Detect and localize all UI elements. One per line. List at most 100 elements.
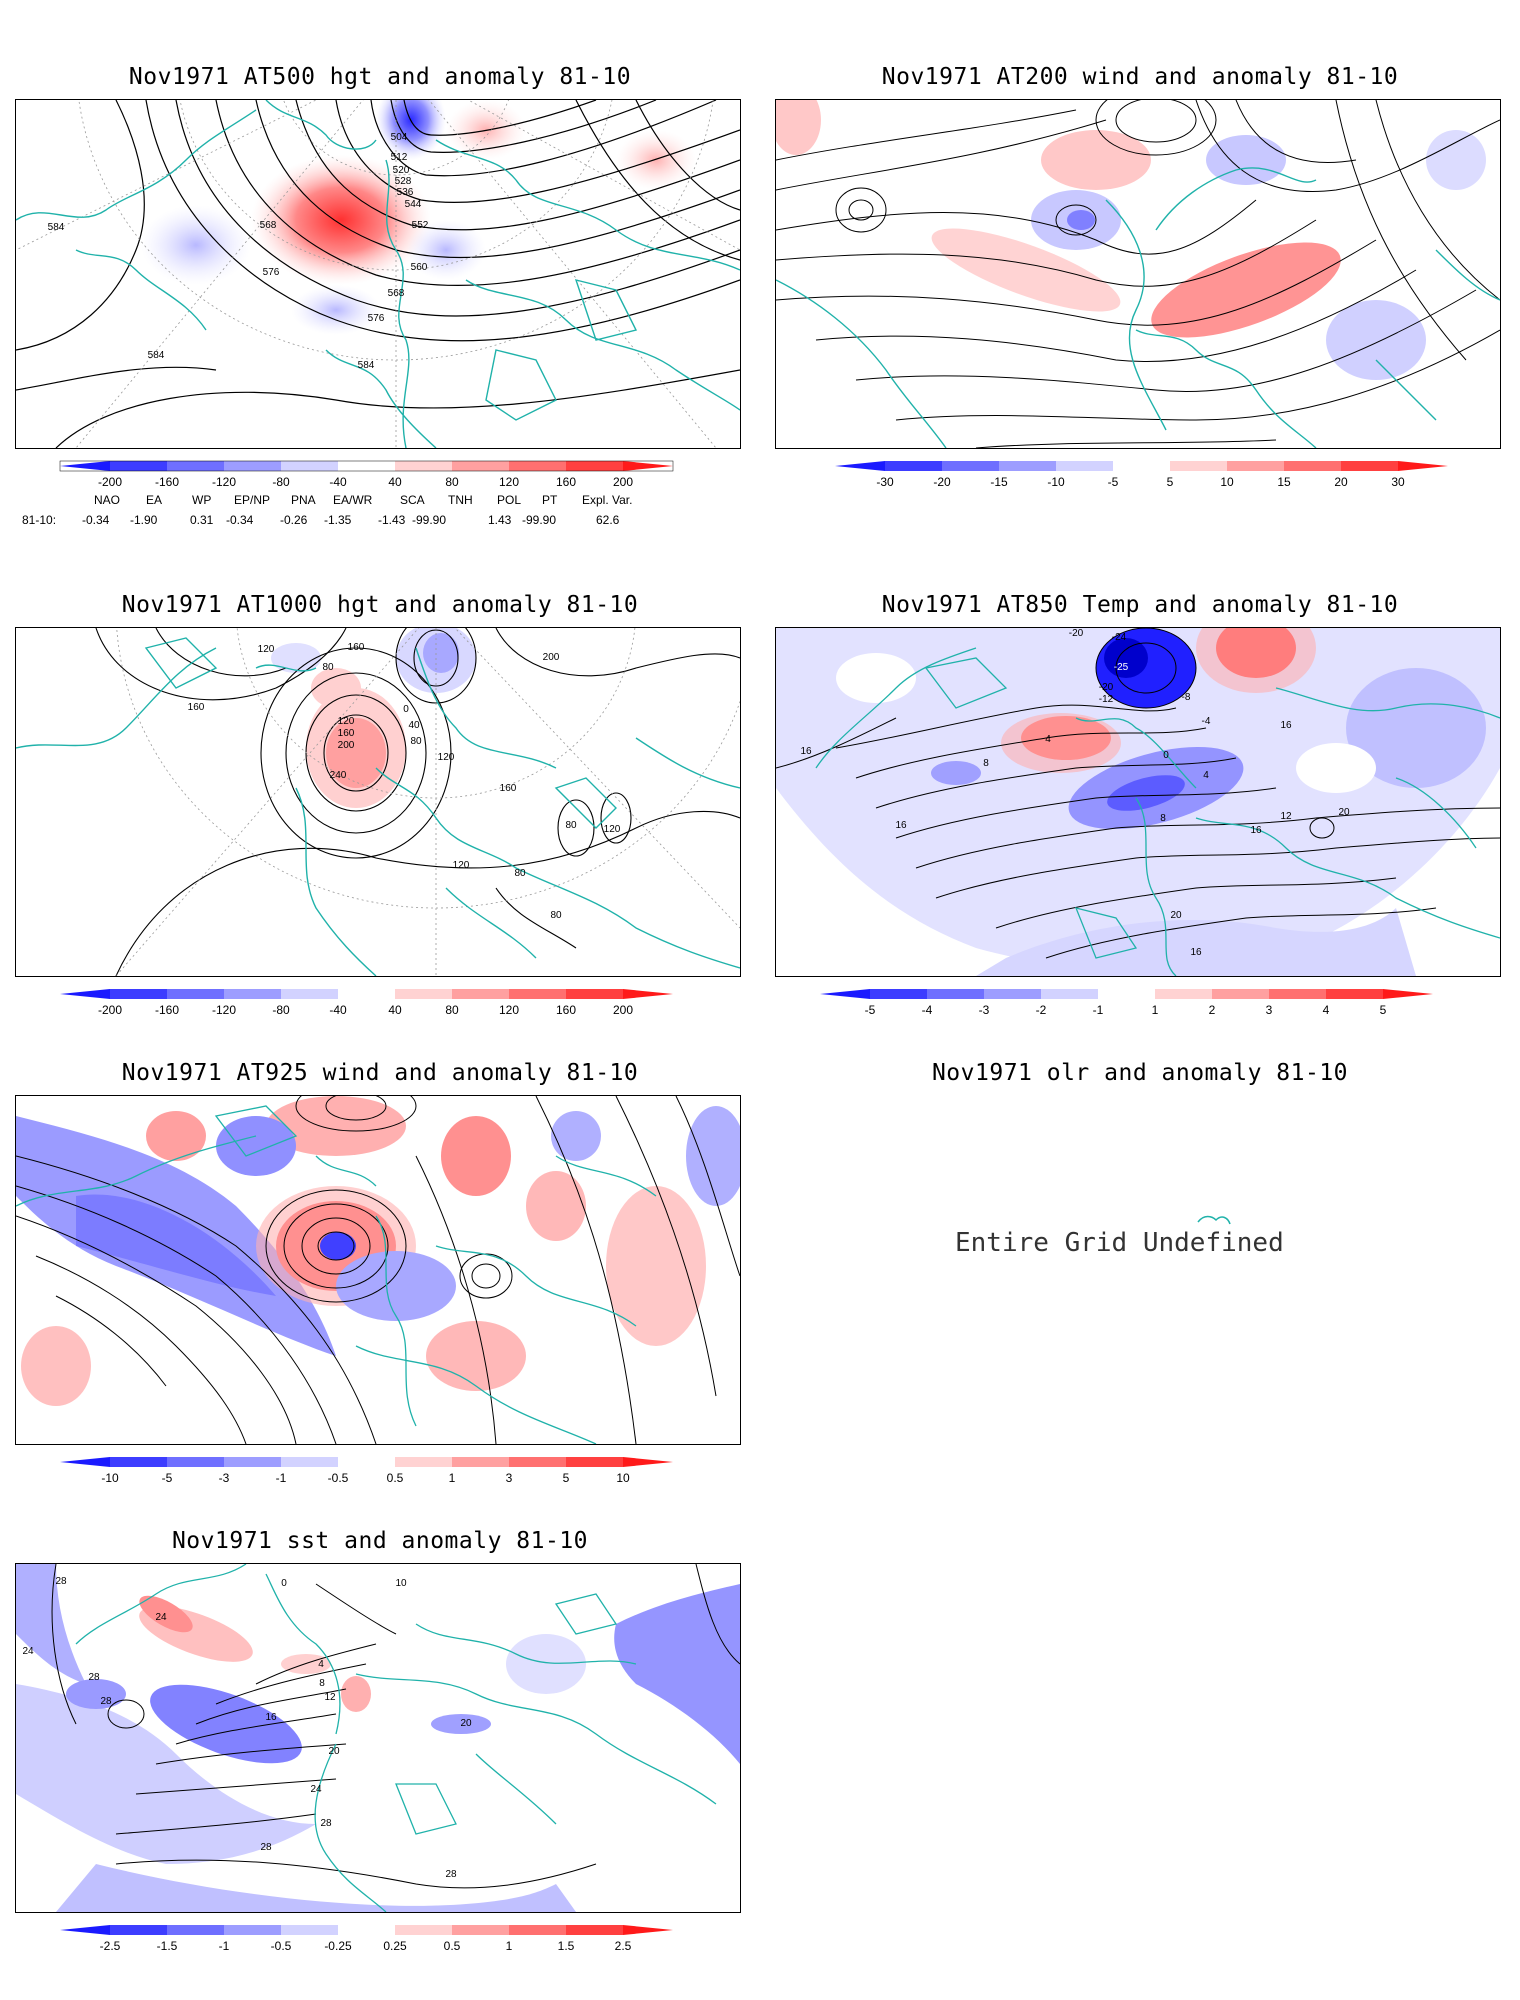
contour-label: 24: [22, 1646, 34, 1657]
colorbar-label: -1: [219, 1939, 230, 1953]
colorbar-label: 10: [616, 1471, 630, 1485]
colorbar-label: -2.5: [100, 1939, 121, 1953]
contour-label: -8: [1182, 692, 1191, 703]
colorbar-label: 160: [556, 475, 576, 489]
colorbar-label: 2: [1209, 1003, 1216, 1017]
index-header: PNA: [291, 493, 316, 507]
contour-label: 4: [318, 1659, 324, 1670]
colorbar-label: 80: [445, 475, 459, 489]
contour-label: 160: [500, 783, 517, 794]
contour-label: 240: [330, 770, 347, 781]
index-header: POL: [497, 493, 522, 507]
contour-label: 12: [324, 1692, 336, 1703]
map-hgt500: 504 512 520 528 536 544 552 560 568 576 …: [15, 99, 741, 449]
panel-title-hgt1000: Nov1971 AT1000 hgt and anomaly 81-10: [121, 592, 639, 618]
index-value: 0.31: [190, 513, 214, 527]
contour-label: 0: [281, 1578, 287, 1589]
colorbar-label: -4: [922, 1003, 933, 1017]
contour-label: 20: [1170, 910, 1182, 921]
panel-title-sst: Nov1971 sst and anomaly 81-10: [171, 1528, 589, 1554]
colorbar-label: 120: [499, 475, 519, 489]
contour-label: 4: [1203, 770, 1209, 781]
colorbar-label: -200: [98, 475, 122, 489]
index-header: NAO: [94, 493, 121, 507]
contour-label: 504: [391, 132, 408, 143]
colorbar-label: 200: [613, 1003, 633, 1017]
map-sst: 28 24 28 28 24 4 8 12 16 20 20 24 28 28 …: [15, 1563, 741, 1913]
colorbar-label: -3: [979, 1003, 990, 1017]
contour-label: 584: [48, 222, 65, 233]
contour-label: 80: [565, 820, 577, 831]
colorbar-label: 3: [506, 1471, 513, 1485]
contour-label: -20: [1099, 682, 1114, 693]
contour-label: 40: [408, 720, 420, 731]
colorbar-label: -10: [1047, 475, 1065, 489]
contour-label: 536: [397, 187, 414, 198]
contour-label: 160: [338, 728, 355, 739]
index-header: SCA: [400, 493, 425, 507]
index-value: -99.90: [522, 513, 557, 527]
index-value: -0.34: [82, 513, 110, 527]
index-header: EA/WR: [333, 493, 373, 507]
contour-label: -4: [1202, 716, 1211, 727]
colorbar-label: -10: [101, 1471, 119, 1485]
contour-label: 12: [1280, 811, 1292, 822]
colorbar-label: 0.25: [383, 1939, 407, 1953]
contour-label: 10: [395, 1578, 407, 1589]
index-header: Expl. Var.: [582, 493, 633, 507]
panel-title-wind200: Nov1971 AT200 wind and anomaly 81-10: [881, 64, 1399, 90]
colorbar-label: -80: [272, 1003, 290, 1017]
colorbar-label: -2: [1036, 1003, 1047, 1017]
contour-label: 28: [100, 1696, 112, 1707]
contour-label: 576: [368, 313, 385, 324]
colorbar-label: 1: [449, 1471, 456, 1485]
colorbar-label: -200: [98, 1003, 122, 1017]
contour-label: 24: [310, 1784, 322, 1795]
colorbar-label: -0.25: [324, 1939, 352, 1953]
contour-label: 120: [338, 716, 355, 727]
contour-label: 16: [265, 1712, 277, 1723]
panel-title-hgt500: Nov1971 AT500 hgt and anomaly 81-10: [128, 64, 632, 90]
index-header: EP/NP: [234, 493, 271, 507]
contour-label: 4: [1045, 734, 1051, 745]
contour-label: 16: [1280, 720, 1292, 731]
contour-label: 8: [983, 758, 989, 769]
colorbar-label: -1.5: [157, 1939, 178, 1953]
contour-label: 8: [319, 1678, 325, 1689]
map-wind925: [15, 1095, 741, 1445]
contour-label: 16: [800, 746, 812, 757]
colorbar-label: 5: [1380, 1003, 1387, 1017]
contour-label: 512: [391, 152, 408, 163]
contour-label: 120: [604, 824, 621, 835]
colorbar-label: -5: [162, 1471, 173, 1485]
colorbar-label: -0.5: [271, 1939, 292, 1953]
colorbar-label: 40: [388, 1003, 402, 1017]
colorbar-label: 1.5: [558, 1939, 575, 1953]
contour-label: 80: [514, 868, 526, 879]
colorbar-label: -40: [329, 1003, 347, 1017]
panel-title-temp850: Nov1971 AT850 Temp and anomaly 81-10: [881, 592, 1399, 618]
contour-label: 0: [1163, 750, 1169, 761]
colorbar-label: -20: [933, 475, 951, 489]
colorbar-label: 30: [1391, 475, 1405, 489]
colorbar-label: 0.5: [387, 1471, 404, 1485]
colorbar-label: -5: [1108, 475, 1119, 489]
colorbar-label: 120: [499, 1003, 519, 1017]
panel-title-olr: Nov1971 olr and anomaly 81-10: [931, 1060, 1349, 1086]
colorbar-label: 15: [1277, 475, 1291, 489]
index-value: -1.43: [378, 513, 406, 527]
index-row-label: 81-10:: [22, 513, 57, 527]
contour-label: 28: [320, 1818, 332, 1829]
contour-label: 24: [155, 1612, 167, 1623]
index-value: -99.90: [412, 513, 447, 527]
contour-label: 80: [410, 736, 422, 747]
index-value: 1.43: [488, 513, 512, 527]
index-header: WP: [192, 493, 212, 507]
contour-label: 20: [328, 1746, 340, 1757]
contour-label: 28: [260, 1842, 272, 1853]
colorbar-label: 1: [506, 1939, 513, 1953]
colorbar-label: -1: [1093, 1003, 1104, 1017]
colorbar-label: -0.5: [328, 1471, 349, 1485]
olr-undefined-message: Entire Grid Undefined: [955, 1228, 1284, 1258]
contour-label: 20: [460, 1718, 472, 1729]
